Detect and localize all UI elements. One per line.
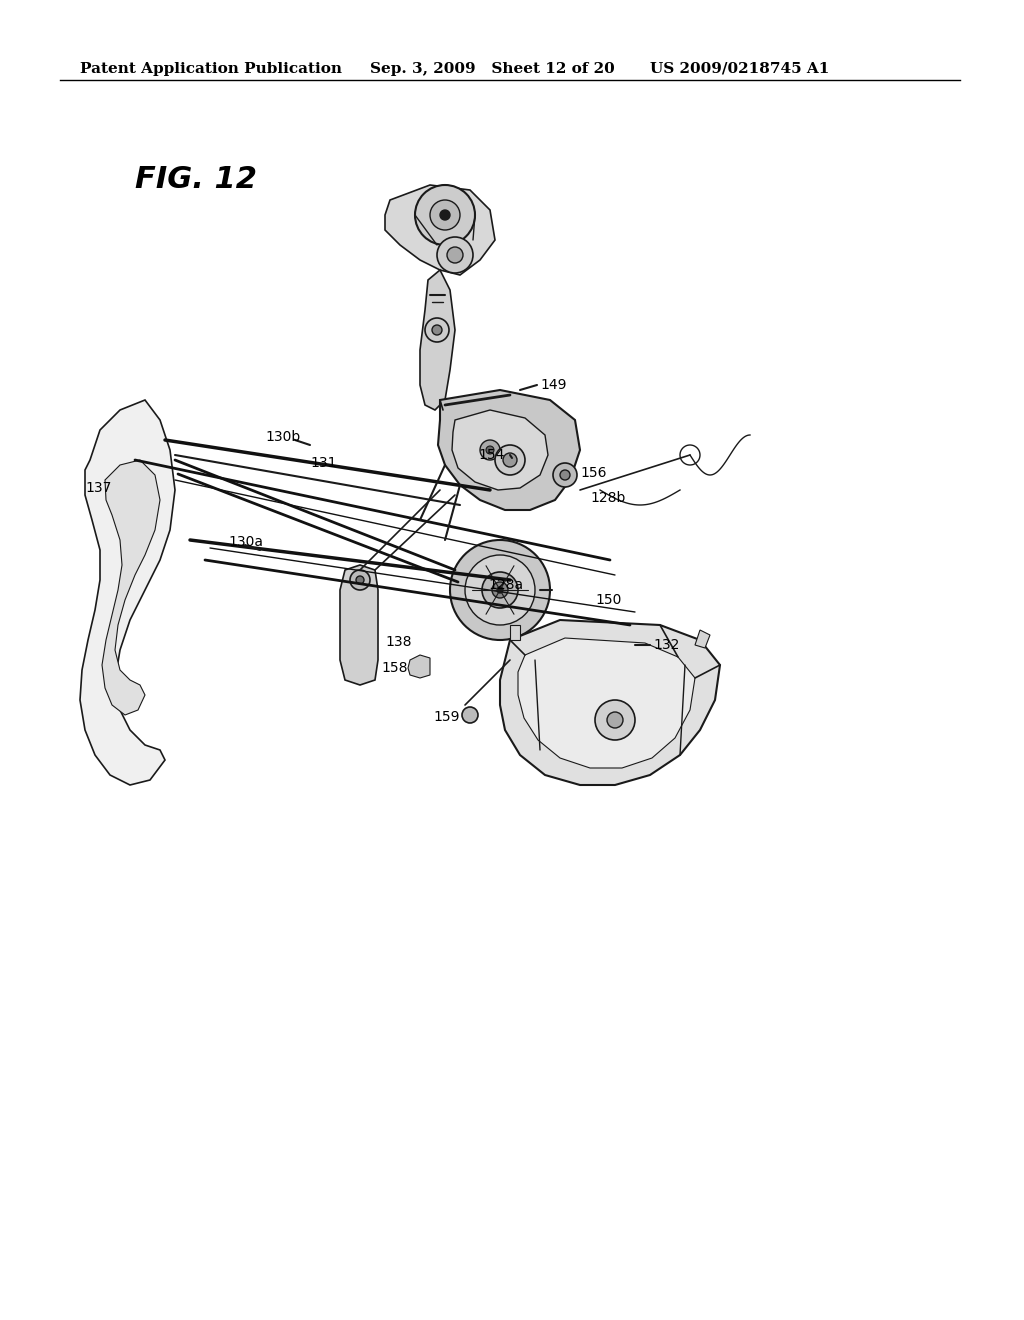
Polygon shape <box>385 185 495 275</box>
Text: Patent Application Publication: Patent Application Publication <box>80 62 342 77</box>
Text: 132: 132 <box>653 638 679 652</box>
Circle shape <box>595 700 635 741</box>
Circle shape <box>553 463 577 487</box>
Circle shape <box>437 238 473 273</box>
Circle shape <box>482 572 518 609</box>
Circle shape <box>350 570 370 590</box>
Text: 130a: 130a <box>228 535 263 549</box>
Circle shape <box>495 445 525 475</box>
Circle shape <box>440 210 450 220</box>
Text: 156: 156 <box>580 466 606 480</box>
Circle shape <box>430 201 460 230</box>
Circle shape <box>486 446 494 454</box>
Text: US 2009/0218745 A1: US 2009/0218745 A1 <box>650 62 829 77</box>
Polygon shape <box>408 655 430 678</box>
Circle shape <box>356 576 364 583</box>
Circle shape <box>462 708 478 723</box>
Circle shape <box>450 540 550 640</box>
Polygon shape <box>438 389 580 510</box>
Text: FIG. 12: FIG. 12 <box>135 165 257 194</box>
Text: 137: 137 <box>86 480 112 495</box>
Text: 128a: 128a <box>488 578 524 591</box>
Text: 130b: 130b <box>265 430 300 444</box>
Text: 128b: 128b <box>590 491 626 506</box>
Polygon shape <box>340 565 378 685</box>
Polygon shape <box>452 411 548 490</box>
Text: 149: 149 <box>540 378 566 392</box>
Circle shape <box>425 318 449 342</box>
Circle shape <box>560 470 570 480</box>
Circle shape <box>497 587 503 593</box>
Circle shape <box>492 582 508 598</box>
Polygon shape <box>695 630 710 648</box>
Polygon shape <box>510 624 520 640</box>
Polygon shape <box>518 638 695 768</box>
Text: 158: 158 <box>382 661 408 675</box>
Circle shape <box>415 185 475 246</box>
Text: 154: 154 <box>478 447 505 462</box>
Circle shape <box>447 247 463 263</box>
Polygon shape <box>420 271 455 411</box>
Text: 131: 131 <box>310 455 337 470</box>
Polygon shape <box>500 620 720 785</box>
Polygon shape <box>80 400 175 785</box>
Circle shape <box>480 440 500 459</box>
Text: 150: 150 <box>595 593 622 607</box>
Polygon shape <box>102 459 160 715</box>
Circle shape <box>465 554 535 624</box>
Circle shape <box>503 453 517 467</box>
Circle shape <box>432 325 442 335</box>
Circle shape <box>607 711 623 729</box>
Text: Sep. 3, 2009   Sheet 12 of 20: Sep. 3, 2009 Sheet 12 of 20 <box>370 62 614 77</box>
Text: 138: 138 <box>385 635 412 649</box>
Text: 159: 159 <box>433 710 460 723</box>
